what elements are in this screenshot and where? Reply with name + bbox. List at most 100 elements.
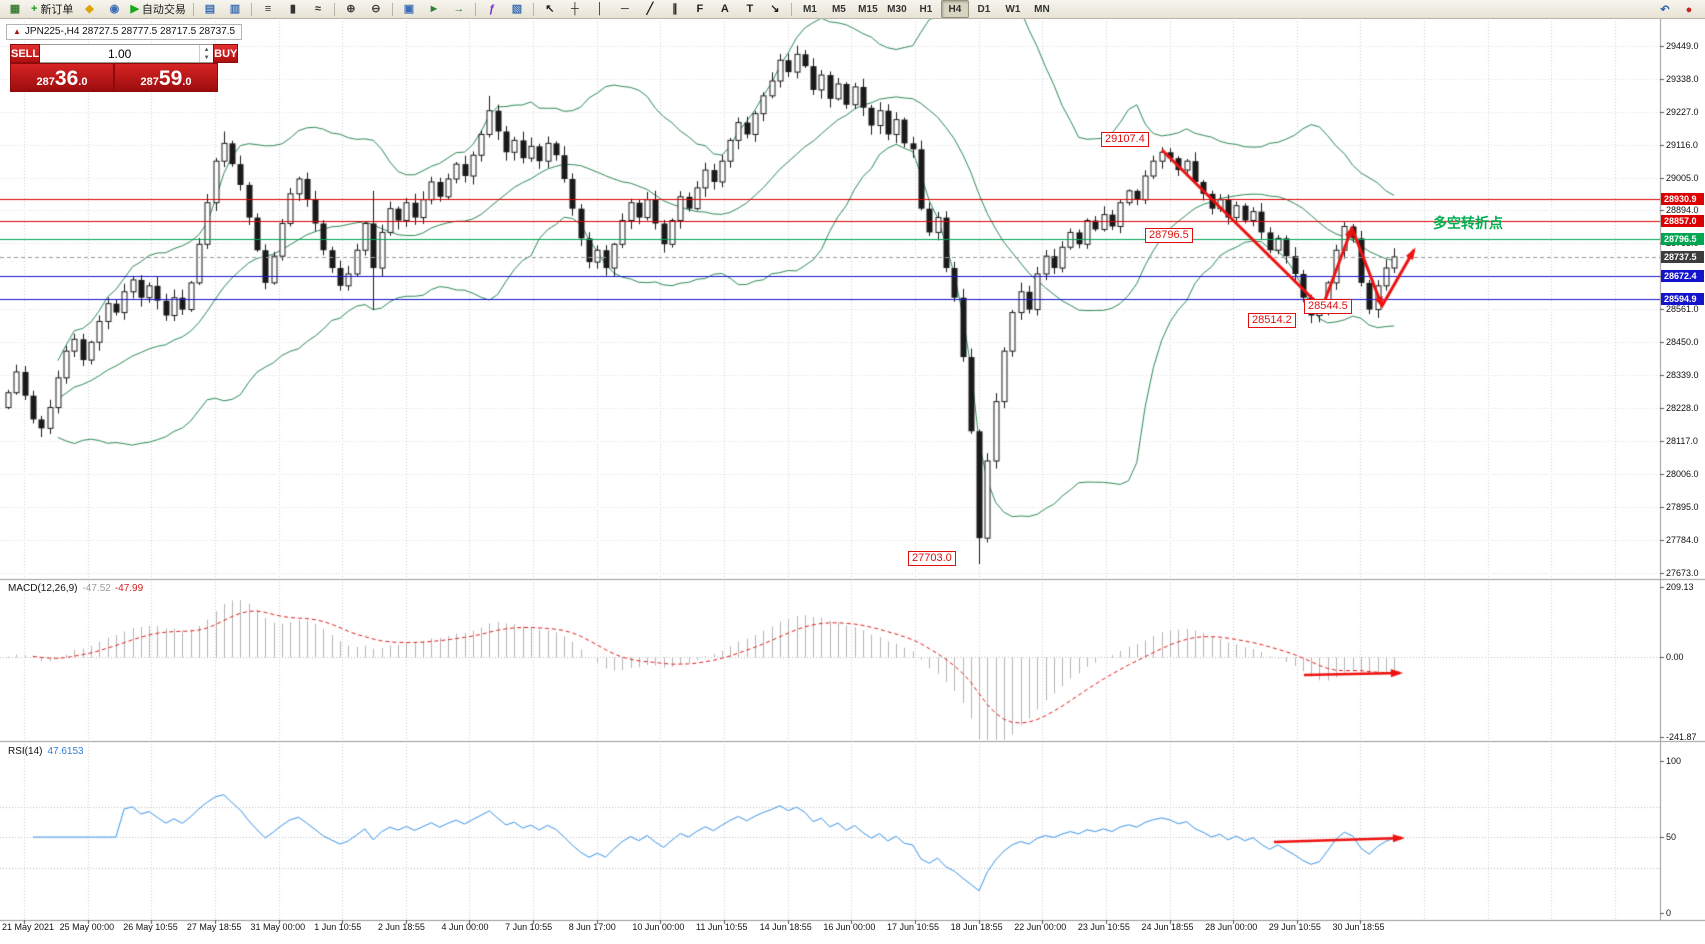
rsi-scale-label: 50 [1666, 832, 1677, 843]
arrows-button[interactable]: ↘ [763, 0, 787, 18]
text-button[interactable]: A [713, 0, 737, 18]
vertical-line-button[interactable]: │ [588, 0, 612, 18]
community-icon: ◉ [109, 2, 120, 15]
price-tag: 28796.5 [1145, 228, 1193, 243]
timeframe-w1-button[interactable]: W1 [1005, 3, 1021, 15]
macd-scale-label: 209.13 [1666, 581, 1694, 592]
horizontal-line-button[interactable]: ─ [613, 0, 637, 18]
data-window-icon: ▥ [229, 2, 241, 15]
undo-icon[interactable]: ↶ [1653, 1, 1677, 19]
sell-price-part: 287 [36, 76, 55, 88]
bar-chart-button[interactable]: ≡ [256, 0, 280, 18]
new-chart-icon: ▦ [9, 2, 21, 15]
rsi-label: RSI(14) 47.6153 [8, 746, 84, 757]
toolbar-separator [474, 2, 476, 16]
indicators-button[interactable]: ƒ [480, 0, 504, 18]
timeframe-m1-button[interactable]: M1 [802, 3, 817, 15]
lot-size-control: ▲ ▼ [40, 44, 214, 63]
sell-price[interactable]: 287 36.0 [10, 63, 114, 92]
crosshair-icon: ┼ [571, 2, 579, 15]
price-axis-label: 28117.0 [1666, 436, 1698, 447]
lot-increase-button[interactable]: ▲ [203, 46, 210, 53]
timeframe-m5-button[interactable]: M5 [831, 3, 846, 15]
time-axis-label: 27 May 18:55 [186, 922, 242, 932]
zoom-out-button[interactable]: ⊖ [364, 0, 388, 18]
toolbar-separator [192, 2, 194, 16]
buy-button[interactable]: BUY [213, 44, 239, 63]
price-axis-label: 28561.0 [1666, 304, 1699, 315]
templates-button[interactable]: ▧ [505, 0, 529, 18]
trendline-button[interactable]: ╱ [638, 0, 662, 18]
rsi-scale-label: 100 [1666, 756, 1682, 766]
trendline-icon: ╱ [646, 2, 654, 15]
undo-icon: ↶ [1660, 3, 1670, 16]
chart-caption: ▲ JPN225-,H4 28727.5 28777.5 28717.5 2873… [6, 24, 243, 40]
alert-icon[interactable]: ● [1677, 1, 1701, 19]
price-axis-label: 28450.0 [1666, 337, 1699, 348]
tile-windows-button[interactable]: ▣ [397, 0, 421, 18]
sell-button[interactable]: SELL [10, 44, 41, 63]
timeframe-h4-button[interactable]: H4 [940, 0, 969, 18]
time-axis-label: 1 Jun 10:55 [314, 922, 362, 932]
price-axis-label: 27673.0 [1666, 567, 1699, 578]
favorites-icon: ◆ [85, 2, 94, 15]
new-chart-button[interactable]: ▦ [3, 0, 27, 18]
price-tag: 29107.4 [1101, 132, 1149, 147]
zoom-in-button[interactable]: ⊕ [339, 0, 363, 18]
time-axis-label: 14 Jun 18:55 [759, 922, 812, 932]
favorites-icon[interactable]: ◆ [77, 0, 101, 18]
text-icon: A [720, 2, 729, 15]
fibonacci-button[interactable]: F [688, 0, 712, 18]
label-icon: T [746, 2, 754, 15]
price-axis-label: 27895.0 [1666, 502, 1699, 512]
time-axis-label: 31 May 00:00 [250, 922, 306, 932]
market-watch-icon: ▤ [204, 2, 216, 15]
new-order-icon: + [31, 2, 38, 15]
chart-shift-icon: → [453, 2, 465, 15]
toolbar-separator [333, 2, 335, 16]
autotrading-button[interactable]: ▶ 自动交易 [127, 0, 188, 18]
time-axis-label: 4 Jun 00:00 [441, 922, 489, 932]
time-axis-label: 10 Jun 00:00 [632, 922, 685, 932]
timeframe-mn-button[interactable]: MN [1034, 3, 1050, 15]
price-axis-label: 29449.0 [1666, 40, 1699, 51]
lot-decrease-button[interactable]: ▼ [203, 54, 210, 61]
crosshair-button[interactable]: ┼ [563, 0, 587, 18]
label-button[interactable]: T [738, 0, 762, 18]
alert-icon: ● [1685, 3, 1693, 16]
channel-button[interactable]: ∥ [663, 0, 687, 18]
data-window-button[interactable]: ▥ [223, 0, 247, 18]
time-axis-label: 28 Jun 00:00 [1205, 922, 1258, 932]
time-axis-label: 21 May 2021 [2, 922, 55, 932]
symbol-icon: ▲ [13, 27, 21, 36]
auto-scroll-button[interactable]: ► [422, 0, 446, 18]
cursor-button[interactable]: ↖ [538, 0, 562, 18]
toolbar-right-group: ↶ ● [1653, 1, 1701, 19]
candlestick-chart-button[interactable]: ▮ [281, 0, 305, 18]
market-watch-button[interactable]: ▤ [198, 0, 222, 18]
channel-icon: ∥ [672, 2, 678, 15]
buy-price[interactable]: 287 59.0 [114, 63, 218, 92]
line-chart-button[interactable]: ≈ [306, 0, 330, 18]
macd-scale-label: -241.87 [1666, 732, 1697, 743]
community-icon[interactable]: ◉ [102, 0, 126, 18]
candlestick-chart-icon: ▮ [289, 2, 296, 15]
new-order-button[interactable]: + 新订单 [28, 0, 76, 18]
price-axis-label: 28006.0 [1666, 469, 1699, 480]
timeframe-d1-button[interactable]: D1 [977, 3, 991, 15]
timeframe-m30-button[interactable]: M30 [887, 3, 907, 15]
lot-input[interactable] [40, 45, 200, 62]
buy-price-part: .0 [182, 76, 192, 88]
time-axis-label: 17 Jun 10:55 [886, 922, 939, 932]
rsi-label-text: RSI(14) [8, 746, 43, 757]
time-axis-label: 26 May 10:55 [123, 922, 178, 932]
chart-shift-button[interactable]: → [447, 0, 471, 18]
timeframe-h1-button[interactable]: H1 [919, 3, 933, 15]
price-tag: 28544.5 [1304, 299, 1352, 314]
rsi-value: 47.6153 [47, 746, 84, 757]
sell-price-part: .0 [78, 76, 88, 88]
timeframe-m15-button[interactable]: M15 [858, 3, 878, 15]
time-axis-label: 29 Jun 10:55 [1268, 922, 1321, 932]
